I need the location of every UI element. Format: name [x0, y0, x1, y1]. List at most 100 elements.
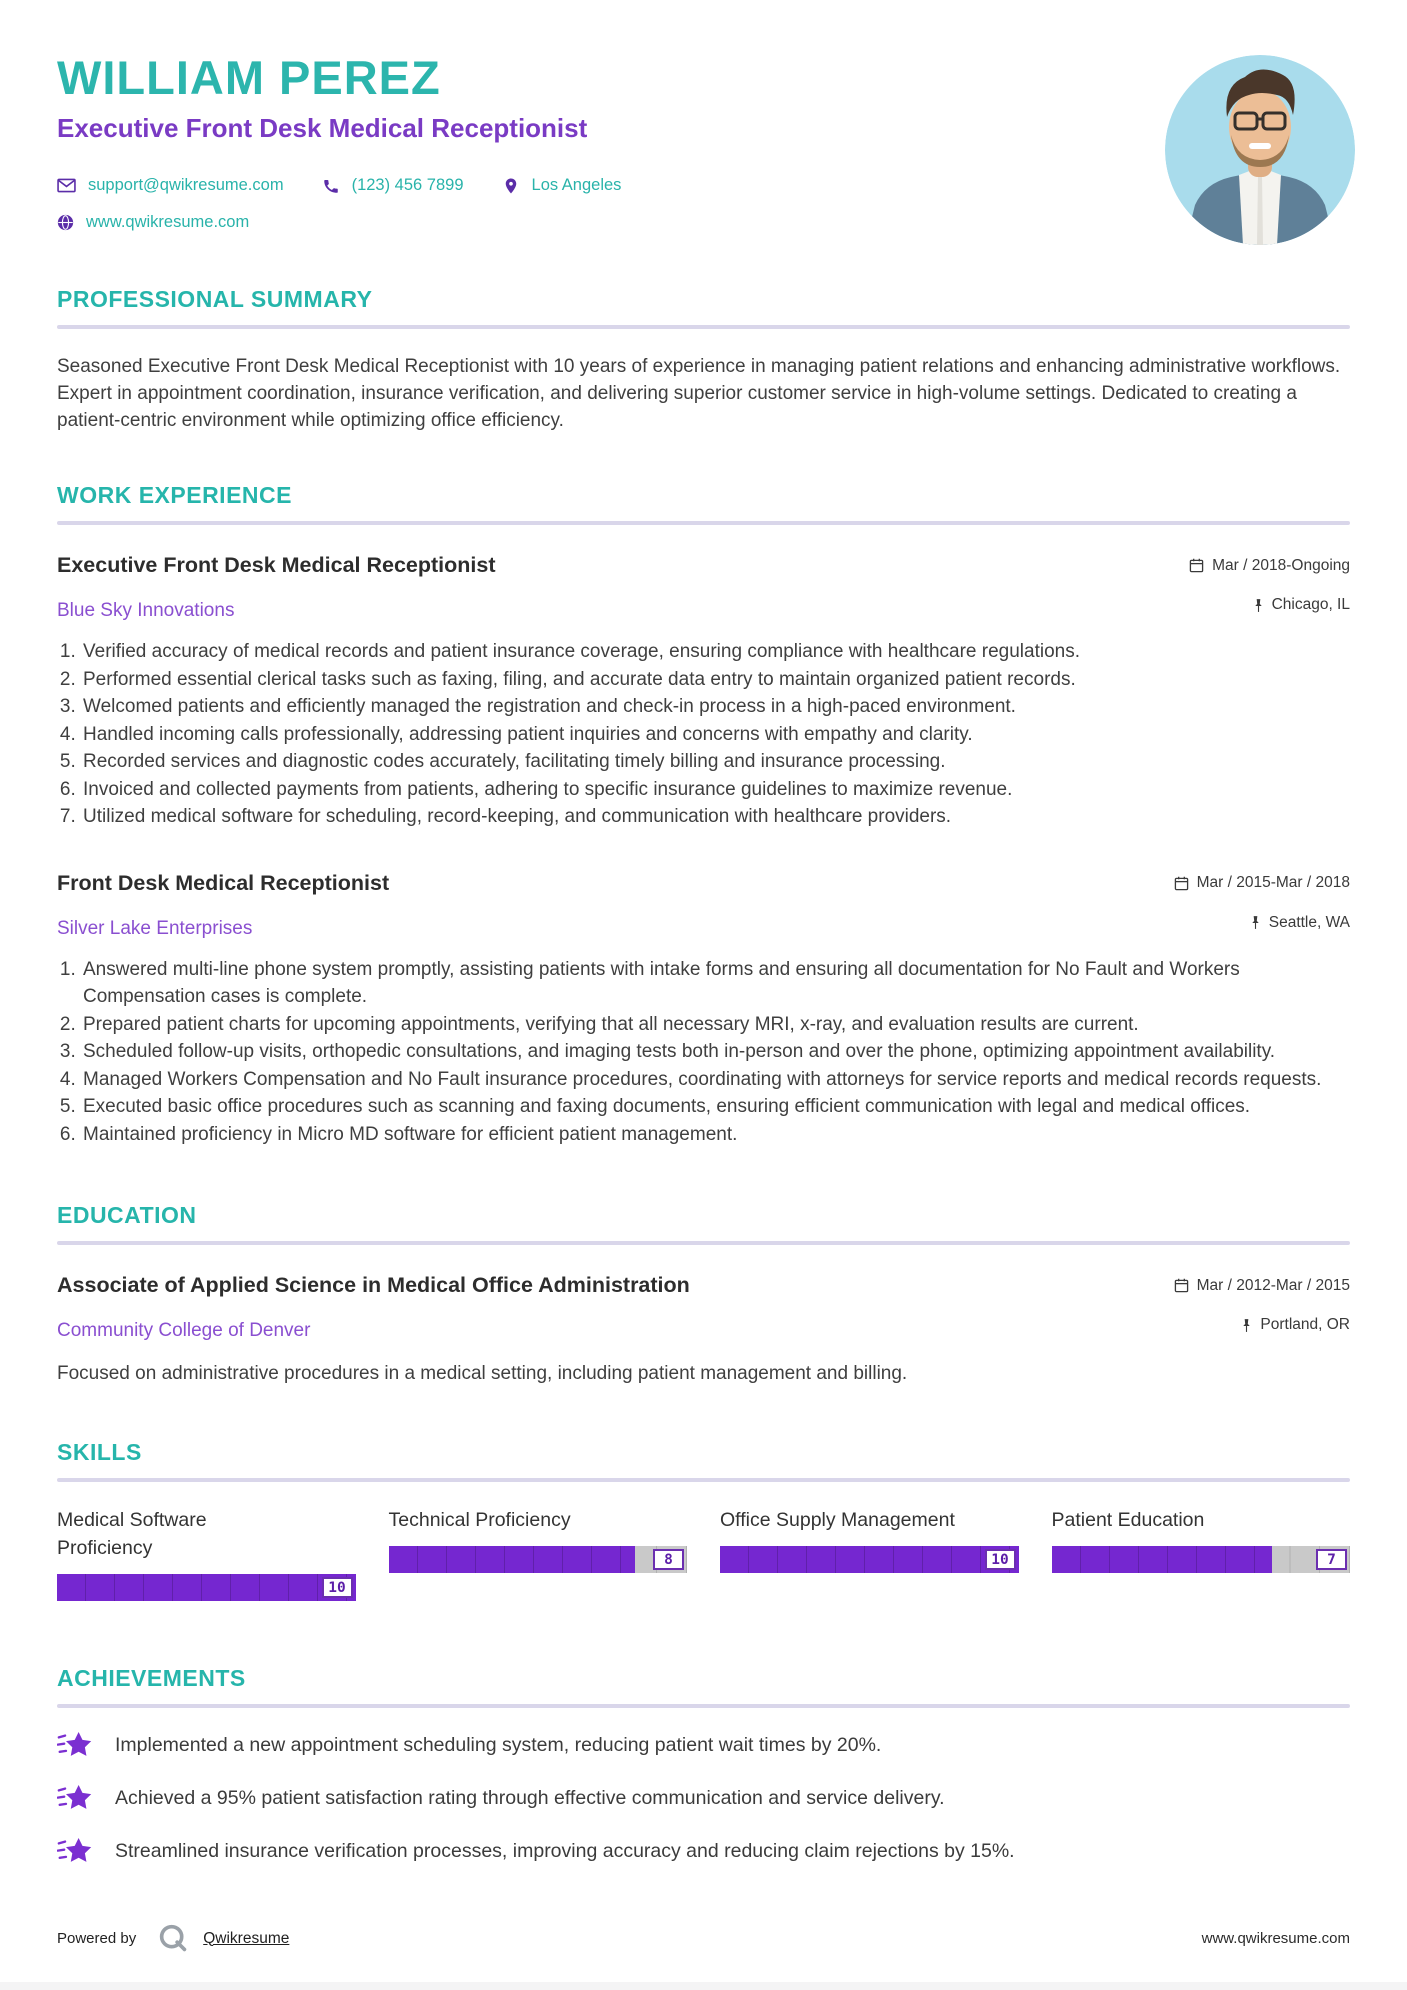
heading-rule — [57, 1478, 1350, 1482]
job-dates: Mar / 2015-Mar / 2018 — [1174, 874, 1350, 892]
job-bullet: Executed basic office procedures such as… — [81, 1093, 1350, 1121]
calendar-icon — [1174, 876, 1189, 891]
skill-item: Patient Education 7 — [1051, 1506, 1350, 1601]
experience-heading: WORK EXPERIENCE — [57, 482, 292, 508]
skill-label: Technical Proficiency — [388, 1509, 571, 1531]
heading-rule — [57, 325, 1350, 329]
skill-score-badge: 10 — [321, 1577, 353, 1598]
calendar-icon — [1189, 558, 1204, 573]
job-location: Chicago, IL — [1253, 596, 1350, 614]
job-bullet: Invoiced and collected payments from pat… — [81, 776, 1350, 804]
job-dates-text: Mar / 2015-Mar / 2018 — [1196, 874, 1350, 891]
header: WILLIAM PEREZ Executive Front Desk Medic… — [57, 50, 1355, 245]
website-link[interactable]: www.qwikresume.com — [86, 213, 250, 231]
achievement-item: Achieved a 95% patient satisfaction rati… — [57, 1783, 1350, 1814]
phone-contact: (123) 456 7899 — [322, 176, 464, 195]
location-pin-icon — [502, 177, 520, 195]
company-name: Silver Lake Enterprises — [57, 917, 253, 939]
skill-bar: 8 — [388, 1546, 687, 1573]
skill-label: Office Supply Management — [720, 1509, 955, 1531]
skill-bar-fill — [388, 1546, 636, 1573]
skill-score-badge: 10 — [984, 1549, 1016, 1570]
skills-heading: SKILLS — [57, 1439, 142, 1465]
email-icon — [57, 178, 76, 193]
job-location: Seattle, WA — [1250, 914, 1350, 932]
skill-bar: 7 — [1051, 1546, 1350, 1573]
heading-rule — [57, 1704, 1350, 1708]
job-bullet: Handled incoming calls professionally, a… — [81, 721, 1350, 749]
profile-photo — [1165, 55, 1355, 245]
achievement-item: Implemented a new appointment scheduling… — [57, 1730, 1350, 1761]
skill-item: Medical Software Proficiency 10 — [57, 1506, 356, 1601]
achievement-text: Implemented a new appointment scheduling… — [115, 1734, 882, 1756]
achievement-item: Streamlined insurance verification proce… — [57, 1836, 1350, 1867]
skill-item: Office Supply Management 10 — [720, 1506, 1019, 1601]
job-bullet-list: Answered multi-line phone system promptl… — [57, 956, 1350, 1149]
star-icon — [57, 1783, 93, 1814]
job-bullet: Managed Workers Compensation and No Faul… — [81, 1066, 1350, 1094]
job-bullet-list: Verified accuracy of medical records and… — [57, 638, 1350, 831]
contact-row: support@qwikresume.com (123) 456 7899 Lo… — [57, 176, 1350, 195]
email-link[interactable]: support@qwikresume.com — [88, 176, 284, 194]
job-bullet: Utilized medical software for scheduling… — [81, 803, 1350, 831]
summary-heading: PROFESSIONAL SUMMARY — [57, 286, 373, 312]
powered-by-label: Powered by — [57, 1930, 137, 1947]
skills-section: SKILLS Medical Software Proficiency 10 T… — [57, 1439, 1350, 1601]
heading-rule — [57, 1241, 1350, 1245]
skill-bar: 10 — [57, 1574, 356, 1601]
achievements-section: ACHIEVEMENTS Implemented a new appointme… — [57, 1665, 1350, 1867]
pushpin-icon — [1241, 1318, 1252, 1333]
footer-website: www.qwikresume.com — [1201, 1930, 1350, 1947]
skill-bar: 10 — [720, 1546, 1019, 1573]
skill-score-badge: 8 — [653, 1549, 684, 1570]
qwikresume-logo-icon — [158, 1923, 189, 1954]
heading-rule — [57, 521, 1350, 525]
education-entry: Associate of Applied Science in Medical … — [57, 1273, 1350, 1387]
pushpin-icon — [1250, 915, 1261, 930]
education-dates-text: Mar / 2012-Mar / 2015 — [1196, 1276, 1350, 1294]
phone-icon — [322, 177, 340, 195]
achievement-text: Streamlined insurance verification proce… — [115, 1840, 1015, 1862]
school-name: Community College of Denver — [57, 1320, 311, 1341]
job-title: Executive Front Desk Medical Receptionis… — [57, 553, 496, 577]
phone-number: (123) 456 7899 — [351, 176, 464, 194]
job-entry: Executive Front Desk Medical Receptionis… — [57, 553, 1350, 831]
education-location: Portland, OR — [1241, 1316, 1350, 1334]
globe-icon — [57, 214, 74, 231]
star-icon — [57, 1836, 93, 1867]
job-entry: Front Desk Medical Receptionist Mar / 20… — [57, 871, 1350, 1149]
job-dates: Mar / 2018-Ongoing — [1189, 557, 1350, 575]
footer: Powered by Qwikresume www.qwikresume.com — [57, 1923, 1350, 1954]
achievements-heading: ACHIEVEMENTS — [57, 1665, 246, 1691]
job-bullet: Performed essential clerical tasks such … — [81, 666, 1350, 694]
job-bullet: Prepared patient charts for upcoming app… — [81, 1011, 1350, 1039]
calendar-icon — [1174, 1278, 1189, 1293]
experience-section: WORK EXPERIENCE Executive Front Desk Med… — [57, 482, 1350, 1148]
job-bullet: Verified accuracy of medical records and… — [81, 638, 1350, 666]
education-location-text: Portland, OR — [1260, 1316, 1350, 1333]
summary-section: PROFESSIONAL SUMMARY Seasoned Executive … — [57, 286, 1350, 434]
education-heading: EDUCATION — [57, 1202, 197, 1228]
star-icon — [57, 1730, 93, 1761]
job-bullet: Recorded services and diagnostic codes a… — [81, 748, 1350, 776]
location-contact: Los Angeles — [502, 176, 622, 195]
skill-score-badge: 7 — [1316, 1549, 1347, 1570]
company-name: Blue Sky Innovations — [57, 600, 235, 621]
skill-label: Patient Education — [1051, 1509, 1205, 1531]
location-text: Los Angeles — [531, 176, 622, 194]
job-bullet: Scheduled follow-up visits, orthopedic c… — [81, 1038, 1350, 1066]
person-job-title: Executive Front Desk Medical Receptionis… — [57, 113, 588, 143]
skill-bar-fill — [720, 1546, 1019, 1573]
email-contact: support@qwikresume.com — [57, 176, 284, 195]
job-bullet: Answered multi-line phone system promptl… — [81, 956, 1350, 1011]
qwikresume-link[interactable]: Qwikresume — [203, 1929, 290, 1947]
website-contact: www.qwikresume.com — [57, 213, 249, 232]
education-dates: Mar / 2012-Mar / 2015 — [1174, 1277, 1350, 1295]
job-bullet: Welcomed patients and efficiently manage… — [81, 693, 1350, 721]
bottom-strip — [0, 1982, 1407, 1990]
job-title: Front Desk Medical Receptionist — [57, 870, 390, 895]
pushpin-icon — [1253, 598, 1264, 613]
website-row: www.qwikresume.com — [57, 213, 1350, 232]
degree-title: Associate of Applied Science in Medical … — [57, 1273, 690, 1297]
